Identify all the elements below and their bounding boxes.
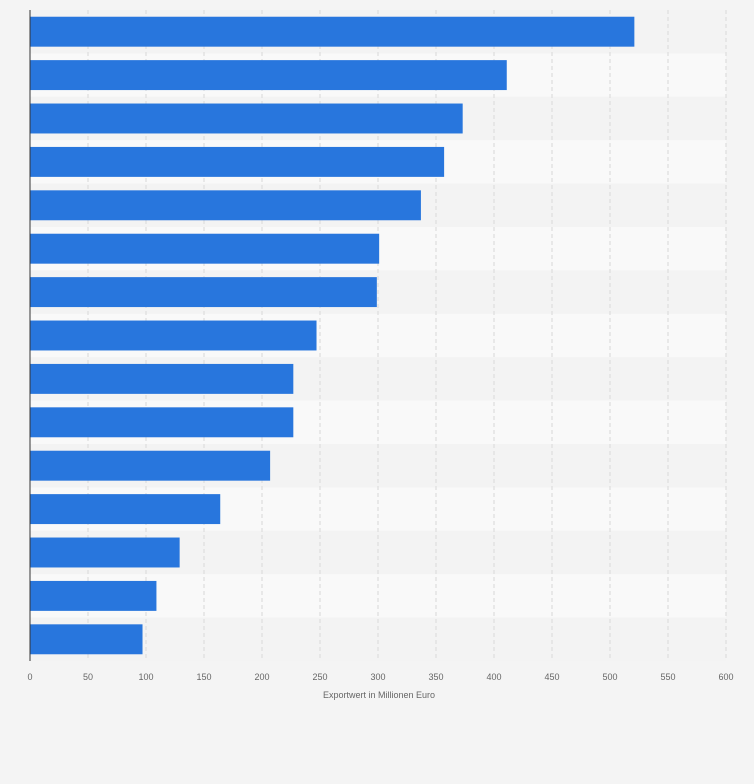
bar[interactable]: [30, 103, 463, 134]
bar[interactable]: [30, 320, 317, 351]
bar[interactable]: [30, 537, 180, 568]
bar[interactable]: [30, 60, 507, 91]
bar[interactable]: [30, 146, 445, 177]
x-tick-label: 350: [428, 672, 443, 682]
bar[interactable]: [30, 190, 421, 221]
x-tick-label: 200: [254, 672, 269, 682]
x-tick-label: 550: [660, 672, 675, 682]
x-tick-label: 300: [370, 672, 385, 682]
x-tick-label: 250: [312, 672, 327, 682]
x-tick-label: 500: [602, 672, 617, 682]
x-tick-label: 450: [544, 672, 559, 682]
x-axis-label: Exportwert in Millionen Euro: [323, 690, 435, 700]
x-tick-labels: 0 50 100 150 200 250 300 350 400 450 500 550 600: [27, 672, 733, 682]
bars: [30, 16, 635, 655]
bar[interactable]: [30, 363, 294, 394]
x-tick-label: 400: [486, 672, 501, 682]
bar[interactable]: [30, 407, 294, 438]
x-tick-label: 0: [27, 672, 32, 682]
bar[interactable]: [30, 233, 380, 264]
x-tick-label: 600: [718, 672, 733, 682]
x-tick-label: 100: [138, 672, 153, 682]
bar[interactable]: [30, 450, 271, 481]
bar[interactable]: [30, 494, 221, 525]
bar[interactable]: [30, 580, 157, 611]
bar[interactable]: [30, 16, 635, 47]
row-band: [30, 617, 726, 661]
bar[interactable]: [30, 624, 143, 655]
x-tick-label: 50: [83, 672, 93, 682]
bar[interactable]: [30, 277, 377, 308]
x-tick-label: 150: [196, 672, 211, 682]
